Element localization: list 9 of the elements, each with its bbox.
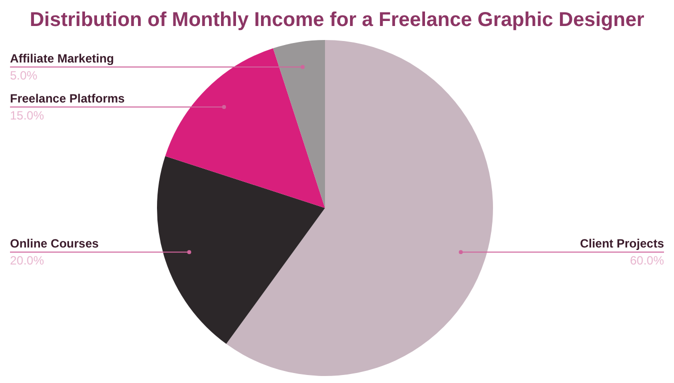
slice-label: Affiliate Marketing xyxy=(10,51,114,66)
slice-label: Online Courses xyxy=(10,236,100,250)
data-label: 60.0% xyxy=(630,253,664,268)
slice-label: Client Projects xyxy=(580,236,664,250)
slice-label: Freelance Platforms xyxy=(10,91,126,106)
data-label: 5.0% xyxy=(10,68,38,82)
chart-title: Distribution of Monthly Income for a Freelance Graphic Designer xyxy=(28,8,646,33)
data-label: 20.0% xyxy=(10,253,44,268)
data-label: 15.0% xyxy=(10,108,44,122)
